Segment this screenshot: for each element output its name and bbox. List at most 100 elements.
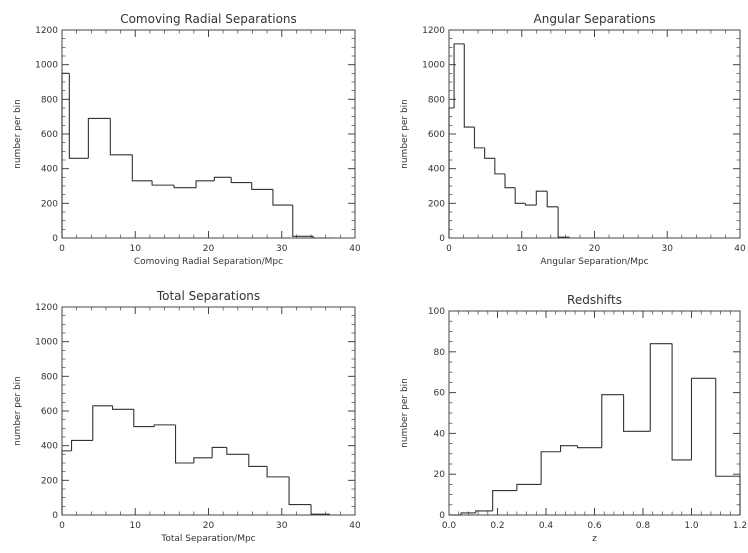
plot-frame — [61, 29, 356, 239]
histogram-bin — [310, 504, 330, 515]
y-tick-label: 400 — [41, 442, 58, 452]
histogram-bin — [133, 409, 155, 428]
x-tick-label: 20 — [203, 521, 215, 531]
x-tick-label: 0.6 — [587, 521, 602, 531]
histogram-bin — [174, 424, 194, 464]
histogram-bin — [492, 489, 517, 511]
histogram-bin — [266, 466, 290, 478]
histogram-bin — [173, 185, 197, 189]
histogram-bin — [546, 191, 559, 208]
x-tick-label: 0 — [446, 244, 452, 254]
x-tick-label: 30 — [276, 521, 288, 531]
x-axis-label: Angular Separation/Mpc — [540, 257, 648, 267]
histogram-bin — [649, 343, 673, 432]
panel-3: Total Separations Total Separation/Mpc num… — [13, 289, 361, 544]
histogram-bin — [690, 377, 716, 460]
histogram-bin — [226, 447, 249, 455]
histogram-bin — [494, 158, 506, 175]
x-axis-label: Comoving Radial Separation/Mpc — [134, 257, 283, 267]
y-tick-label: 1200 — [422, 26, 445, 36]
histogram-bin — [448, 107, 455, 238]
x-tick-label: 10 — [130, 521, 142, 531]
y-tick-label: 40 — [434, 429, 446, 439]
histogram-bin — [153, 424, 176, 427]
histogram-bin — [195, 180, 215, 188]
y-tick-label: 400 — [428, 165, 445, 175]
y-tick-label: 600 — [41, 130, 58, 140]
histogram-bin — [623, 394, 651, 432]
plot-frame — [61, 306, 356, 516]
histogram-bin — [87, 117, 111, 159]
histogram-bin — [230, 177, 252, 184]
histogram-bin — [671, 343, 692, 461]
y-tick-label: 200 — [428, 199, 445, 209]
x-tick-label: 1.2 — [733, 521, 747, 531]
y-tick-label: 1200 — [35, 303, 58, 313]
y-tick-label: 0 — [439, 511, 445, 521]
y-axis-label: number per bin — [13, 99, 23, 169]
y-tick-label: 600 — [428, 130, 445, 140]
x-tick-label: 10 — [130, 244, 142, 254]
histogram-bin — [312, 236, 334, 239]
y-tick-label: 60 — [434, 389, 446, 399]
x-axis-label: z — [592, 534, 597, 544]
histogram-bin — [248, 454, 268, 468]
chart-title: Angular Separations — [534, 12, 656, 26]
y-axis-label: number per bin — [13, 376, 23, 446]
x-tick-label: 40 — [734, 244, 746, 254]
y-tick-label: 0 — [52, 234, 58, 244]
y-tick-label: 200 — [41, 199, 58, 209]
histogram-bin — [516, 483, 542, 491]
x-tick-label: 0 — [59, 244, 65, 254]
y-tick-label: 0 — [439, 234, 445, 244]
histogram-bin — [131, 154, 153, 182]
y-axis-label: number per bin — [400, 378, 410, 448]
histogram-bin — [514, 187, 526, 204]
y-tick-label: 100 — [428, 307, 445, 317]
y-tick-label: 400 — [41, 165, 58, 175]
chart-title: Comoving Radial Separations — [120, 12, 297, 26]
chart-title: Redshifts — [567, 293, 622, 307]
panel-1: Comoving Radial Separations Comoving Radi… — [13, 12, 361, 267]
y-axis-label: number per bin — [400, 99, 410, 169]
plot-frame — [448, 310, 741, 516]
x-tick-label: 1.0 — [684, 521, 699, 531]
histogram-bin — [463, 43, 475, 128]
x-tick-label: 40 — [349, 521, 361, 531]
x-axis-label: Total Separation/Mpc — [160, 534, 255, 544]
histogram-bin — [557, 206, 570, 238]
histogram-bin — [540, 451, 561, 485]
histogram-bin — [535, 190, 548, 206]
y-tick-label: 1200 — [35, 26, 58, 36]
histogram-bin — [288, 476, 312, 506]
y-tick-label: 80 — [434, 348, 446, 358]
x-tick-label: 0.4 — [539, 521, 554, 531]
histogram-bin — [715, 378, 741, 515]
y-tick-label: 800 — [41, 372, 58, 382]
chart-title: Total Separations — [156, 289, 260, 303]
histogram-bin — [292, 205, 314, 237]
histogram-bin — [61, 450, 72, 515]
histogram-bin — [460, 512, 476, 515]
y-tick-label: 800 — [428, 95, 445, 105]
histogram-bin — [601, 394, 624, 448]
histogram-bin — [111, 405, 134, 410]
histogram-bin — [151, 180, 175, 186]
x-tick-label: 20 — [589, 244, 601, 254]
histogram-bin — [70, 439, 93, 451]
histogram-bin — [475, 510, 493, 513]
histogram-bin — [524, 203, 537, 206]
histogram-bin — [251, 182, 273, 191]
y-tick-label: 1000 — [35, 338, 58, 348]
histogram-bin — [576, 445, 602, 449]
histogram-bin — [453, 43, 465, 108]
y-tick-label: 20 — [434, 470, 446, 480]
plot-frame — [448, 29, 741, 239]
x-tick-label: 0.8 — [636, 521, 651, 531]
panel-2: Angular Separations Angular Separation/Mp… — [400, 12, 746, 267]
x-tick-label: 20 — [203, 244, 215, 254]
y-tick-label: 200 — [41, 476, 58, 486]
x-tick-label: 40 — [349, 244, 361, 254]
x-tick-label: 10 — [516, 244, 528, 254]
y-tick-label: 800 — [41, 95, 58, 105]
